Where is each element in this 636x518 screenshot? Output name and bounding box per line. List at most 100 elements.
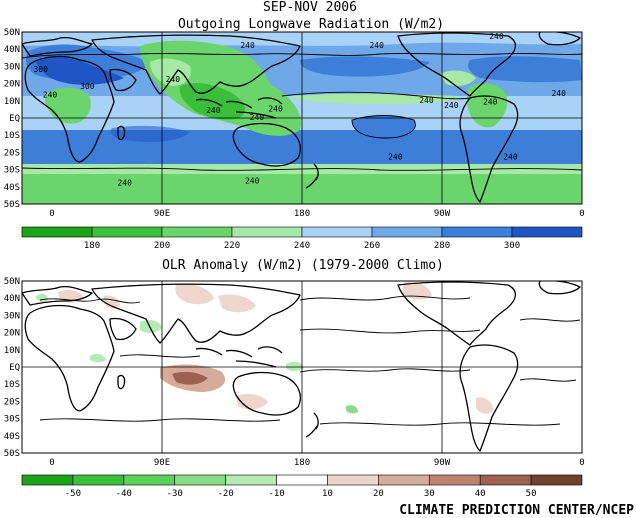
colorbar-swatch [231,226,303,238]
colorbar-label: 180 [84,241,100,251]
contour-label: 240 [206,106,221,115]
colorbar-swatch [378,474,430,486]
bottom-north-america-outline [397,281,516,346]
zero-contour-6 [39,418,281,422]
bottom-south-america-outline [459,344,519,452]
top-asia-outline [91,34,301,95]
colorbar-label: 220 [224,241,240,251]
colorbar-swatch [21,474,74,486]
anom-australia-positive [236,394,268,410]
top-lon-labels: 0 90E 180 90W 0 [49,209,584,219]
contour-label: 240 [250,113,265,122]
lat-label: 20S [4,148,20,158]
bottom-newzealand-outline [305,412,319,438]
bottom-lon-labels: 0 90E 180 90W 0 [49,458,584,468]
colorbar-swatch [276,474,328,486]
colorbar-label: -20 [218,489,234,499]
lat-label: 20N [4,80,20,90]
colorbar-label: 20 [373,489,384,499]
top-newzealand-outline [305,163,319,189]
contour-label: 240 [419,96,434,105]
contour-label: 240 [369,41,384,50]
contour-label: 300 [33,65,48,74]
lat-label: 50S [4,449,20,459]
contour-label: 240 [117,178,132,187]
lon-label: 0 [579,209,584,219]
top-arabia-outline [109,68,137,92]
lat-label: 30S [4,166,20,176]
top-america-convection [467,83,508,128]
colorbar-label: 30 [424,489,435,499]
contour-label: 240 [483,98,498,107]
lat-label: 40S [4,432,20,442]
lat-label: 20N [4,329,20,339]
lon-label: 90W [434,458,451,468]
top-greenland-outline [538,32,581,46]
bottom-continents [22,281,581,452]
colorbar-swatch [91,226,163,238]
colorbar-swatch [511,226,583,238]
bottom-madagascar-outline [117,374,126,390]
top-contours [22,52,582,171]
bottom-europe-outline [22,285,93,306]
top-contour-sepac [351,115,416,139]
anom-arabia-negative [140,320,162,333]
colorbar-label: 240 [294,241,310,251]
colorbar-swatch [21,226,93,238]
zero-contour-8 [519,318,581,322]
lat-label: EQ [9,114,20,124]
zero-contour-5 [299,368,471,373]
contour-label: 240 [388,153,403,162]
colorbar-swatch [530,474,583,486]
lat-label: 40S [4,183,20,193]
lat-label: 50N [4,277,20,287]
contour-label: 240 [268,104,283,113]
top-colorbar: 180 200 220 240 260 280 300 [21,226,583,251]
bottom-map-frame [21,280,583,454]
top-south-indian-dark [110,125,190,142]
top-contour-itcz [281,91,471,100]
zero-contour-7 [319,422,561,426]
bottom-map: 50N 40N 30N 20N 10N EQ 10S 20S 30S 40S 50S 0 90E 180… [4,277,585,468]
bottom-arabia-outline [109,317,137,341]
colorbar-label: 50 [526,489,537,499]
top-north-atlantic [468,56,582,83]
lon-label: 90E [154,209,170,219]
lon-label: 0 [579,458,584,468]
contour-label: 240 [240,41,255,50]
bottom-greenland-outline [538,281,581,295]
anom-wpac-negative [286,361,304,371]
top-se-pacific-dry [352,115,416,138]
lon-label: 180 [294,458,310,468]
top-australia-outline [232,122,301,167]
contour-label: 240 [166,75,181,84]
top-lat-labels: 50N 40N 30N 20N 10N EQ 10S 20S 30S 40S 50S [4,28,20,210]
contour-label: 240 [503,153,518,162]
contour-label: 240 [245,177,260,186]
lat-label: 20S [4,397,20,407]
zero-contour-4 [119,354,201,358]
colorbar-swatch [327,474,379,486]
contour-label: 300 [80,82,95,91]
lat-label: 40N [4,294,20,304]
bottom-zero-contours [39,295,581,426]
colorbar-label: -30 [167,489,183,499]
lon-label: 0 [49,458,54,468]
top-south-america-outline [459,95,519,203]
top-europe-outline [22,36,93,57]
top-map-title: Outgoing Longwave Radiation (W/m2) [178,17,444,32]
anom-africa-negative [36,293,48,303]
colorbar-label: -40 [116,489,132,499]
contour-label: 240 [444,101,459,110]
colorbar-swatch [441,226,513,238]
contour-label: 240 [551,89,566,98]
zero-contour-9 [519,378,577,382]
top-africa-outline [24,55,115,163]
period-title: SEP-NOV 2006 [263,0,357,15]
bottom-africa-outline [24,304,115,412]
anom-atlantic-positive [402,281,432,300]
zero-contour-2 [299,295,471,301]
